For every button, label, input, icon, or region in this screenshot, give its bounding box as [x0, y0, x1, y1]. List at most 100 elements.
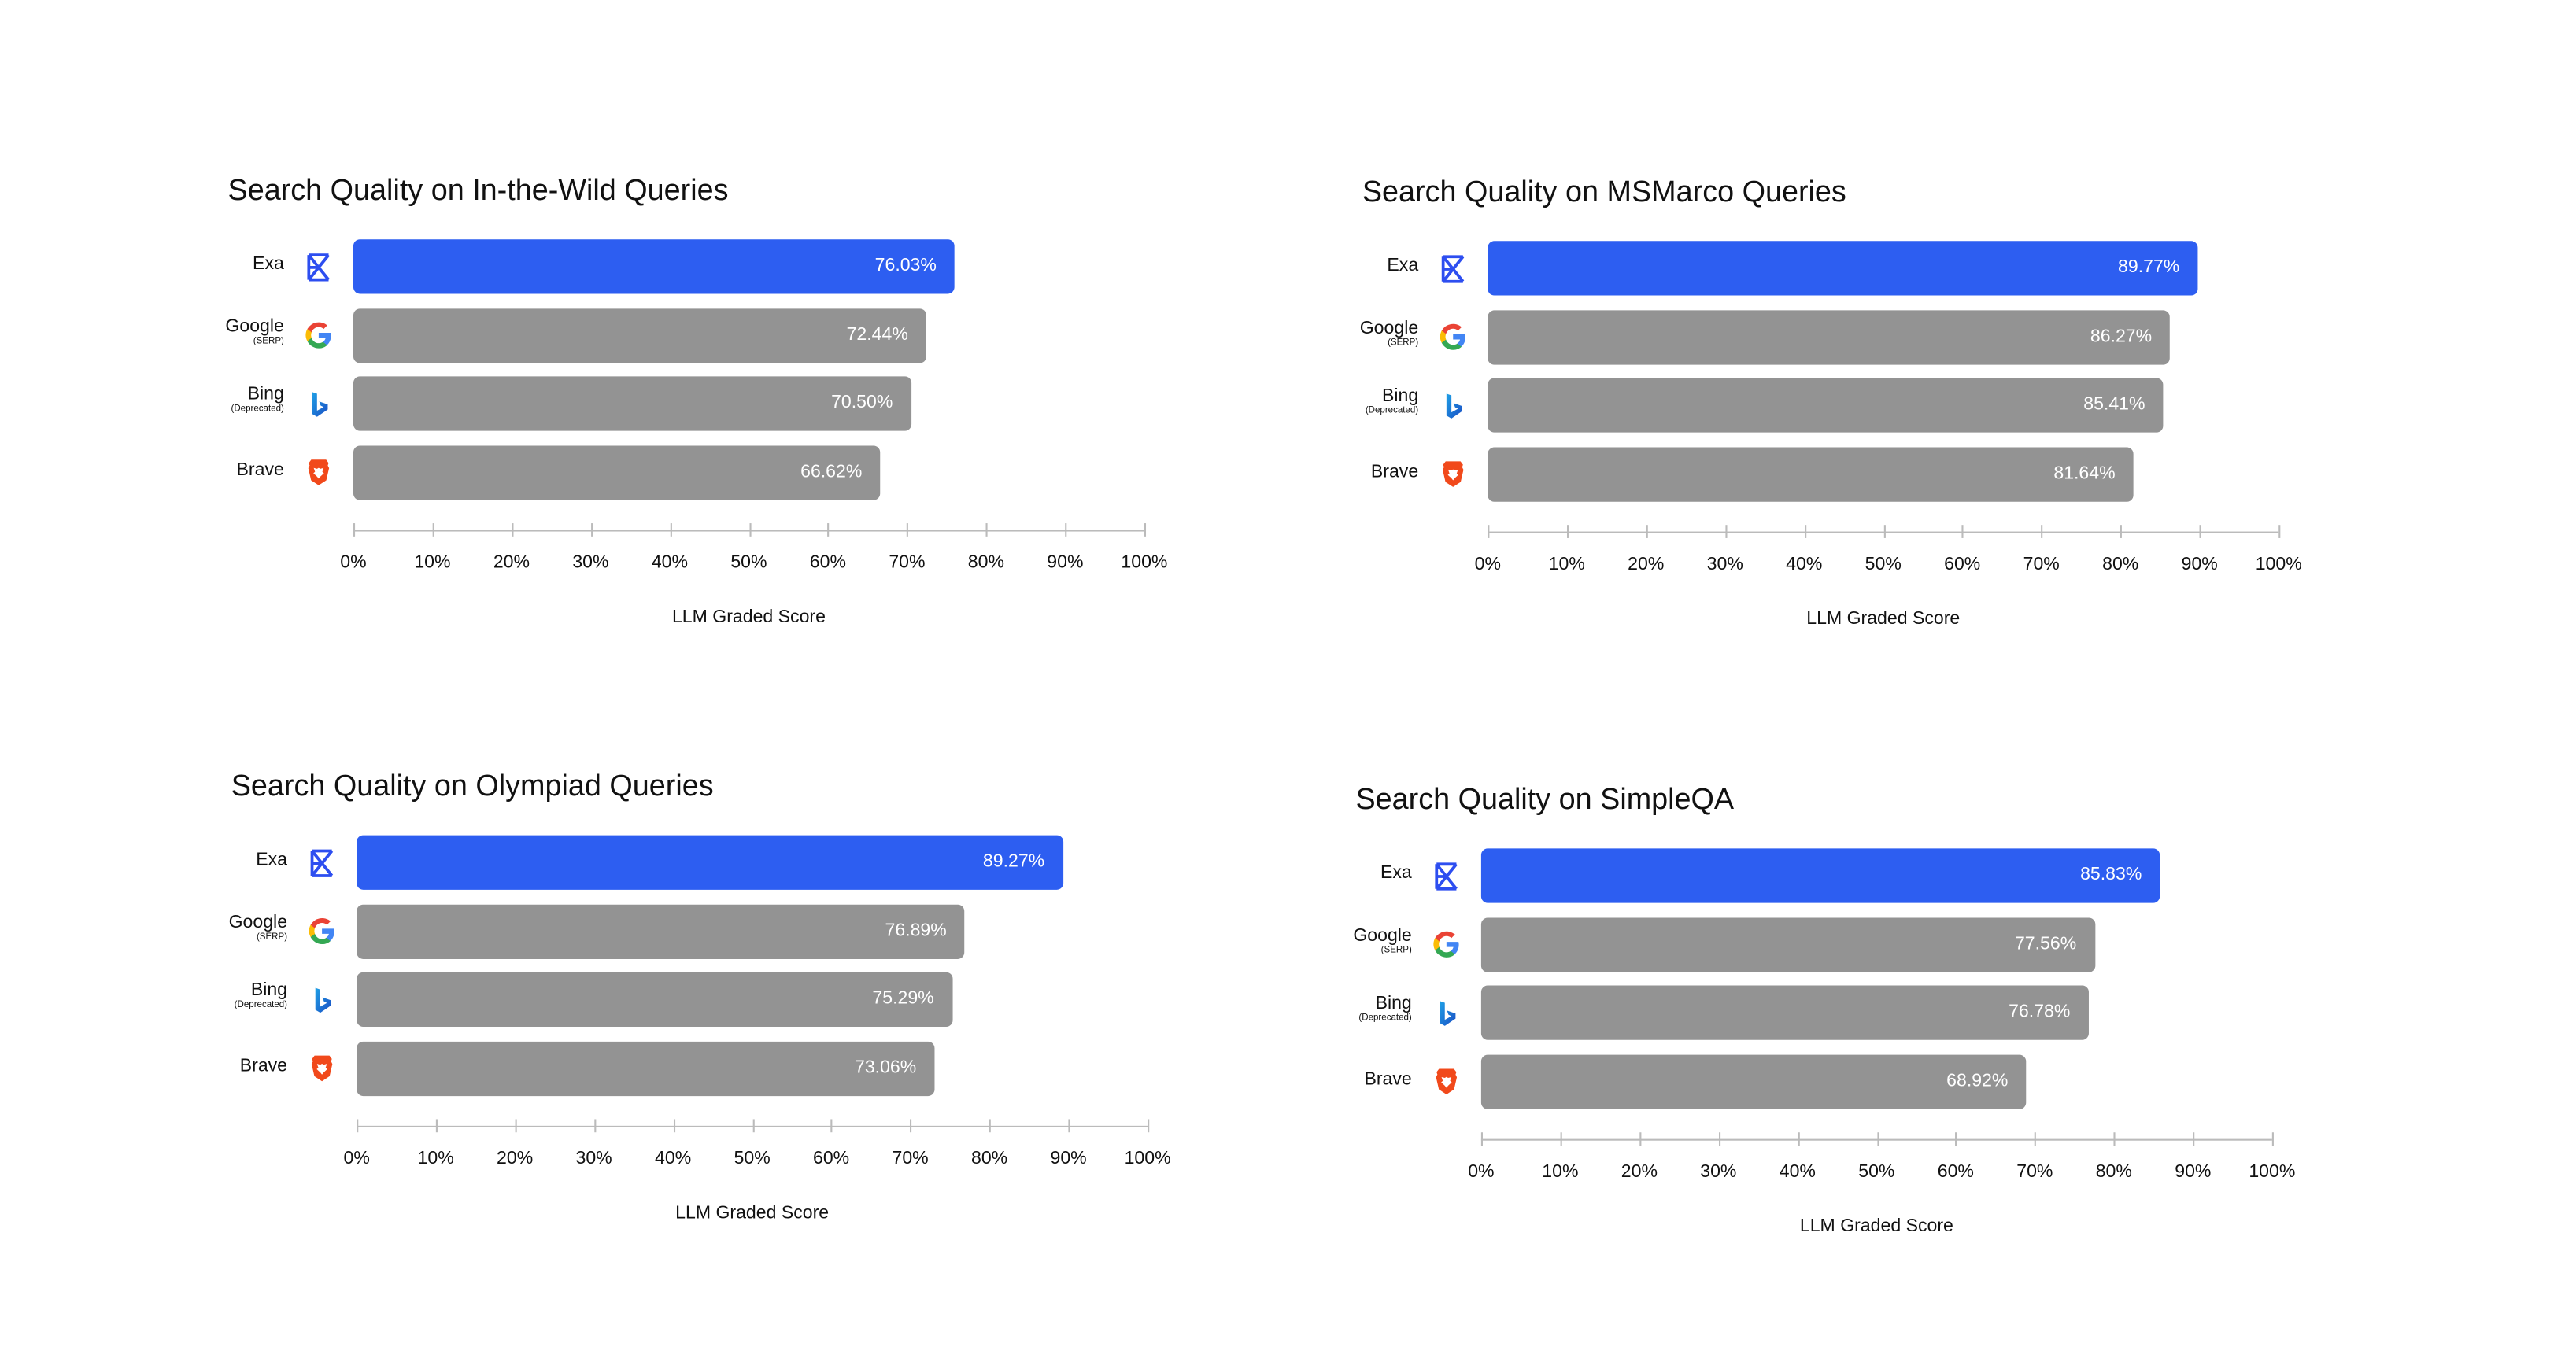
bar-brave: 66.62% [353, 445, 881, 500]
bing-logo-icon [307, 984, 337, 1014]
bar-value-label: 68.92% [1946, 1070, 2009, 1090]
x-tick-label: 30% [575, 1149, 612, 1169]
x-tick-label: 100% [2249, 1161, 2296, 1183]
x-tick-label: 10% [414, 552, 451, 574]
x-tick-label: 80% [2095, 1161, 2132, 1183]
bar-value-label: 66.62% [800, 461, 863, 482]
x-axis-tick [590, 523, 593, 537]
x-tick-label: 80% [967, 552, 1005, 574]
x-axis-tick [669, 523, 672, 537]
x-tick-label: 70% [892, 1149, 929, 1169]
x-tick-label: 0% [1474, 554, 1501, 575]
x-tick-label: 100% [1124, 1149, 1171, 1169]
row-label-brave: Brave [1364, 1070, 1411, 1089]
x-axis-tick [1488, 525, 1490, 538]
x-axis-tick [511, 523, 514, 537]
x-axis-tick [432, 523, 434, 537]
google-logo-icon [1438, 322, 1468, 352]
bar-exa: 85.83% [1480, 848, 2160, 903]
row-label-google: Google (SERP) [1360, 319, 1418, 349]
engine-note: (Deprecated) [234, 1000, 288, 1010]
x-tick-label: 20% [1621, 1161, 1658, 1183]
x-axis-tick [515, 1119, 517, 1133]
x-tick-label: 60% [1937, 1161, 1974, 1183]
x-tick-label: 0% [343, 1149, 370, 1169]
bar-google: 72.44% [353, 308, 926, 363]
x-tick-label: 40% [1779, 1161, 1816, 1183]
engine-note: (SERP) [253, 335, 284, 346]
engine-name: Bing [247, 384, 284, 405]
x-axis-tick [985, 523, 988, 537]
x-tick-label: 100% [2255, 554, 2302, 575]
brave-logo-icon [307, 1054, 337, 1083]
row-label-bing: Bing (Deprecated) [234, 980, 288, 1011]
bar-value-label: 76.03% [874, 256, 937, 276]
x-axis-tick [1876, 1132, 1879, 1146]
google-logo-icon [304, 320, 334, 350]
x-tick-label: 90% [2175, 1161, 2212, 1183]
x-tick-label: 100% [1121, 552, 1168, 574]
x-axis-tick [357, 1119, 359, 1133]
bar-value-label: 89.77% [2118, 257, 2180, 278]
bar-bing: 70.50% [353, 376, 911, 431]
bar-brave: 68.92% [1480, 1054, 2027, 1109]
chart-title: Search Quality on SimpleQA [1355, 782, 1735, 816]
engine-note: (SERP) [256, 932, 288, 942]
x-axis-tick [1804, 525, 1806, 538]
x-tick-label: 30% [1700, 1161, 1737, 1183]
engine-name: Bing [250, 980, 288, 1001]
engine-name: Brave [1370, 461, 1419, 482]
google-logo-icon [1432, 929, 1462, 959]
x-tick-label: 0% [340, 552, 367, 574]
x-axis-tick [353, 523, 356, 537]
engine-name: Google [1353, 924, 1412, 946]
engine-name: Google [228, 912, 288, 932]
x-tick-label: 90% [2181, 554, 2218, 575]
bing-logo-icon [1432, 998, 1462, 1028]
bar-value-label: 77.56% [2014, 933, 2077, 954]
bar-exa: 89.27% [357, 835, 1063, 890]
chart-title: Search Quality on In-the-Wild Queries [227, 173, 729, 207]
x-tick-label: 0% [1468, 1161, 1495, 1183]
bar-bing: 75.29% [357, 972, 952, 1027]
bar-value-label: 76.89% [885, 920, 947, 940]
chart-title: Search Quality on Olympiad Queries [231, 769, 714, 803]
x-axis-tick [1480, 1132, 1484, 1146]
x-axis-line [357, 1125, 1148, 1127]
x-tick-label: 40% [651, 552, 689, 574]
x-axis-tick [2120, 525, 2123, 538]
x-axis-tick [1068, 1119, 1070, 1133]
row-label-exa: Exa [256, 851, 287, 870]
x-tick-label: 10% [1548, 554, 1585, 575]
x-tick-label: 80% [2102, 554, 2139, 575]
bar-google: 77.56% [1480, 917, 2095, 972]
x-axis-tick [907, 523, 909, 537]
x-axis-tick [748, 523, 751, 537]
x-axis-tick [989, 1119, 992, 1133]
x-tick-label: 70% [2023, 554, 2060, 575]
exa-logo-icon [307, 847, 337, 877]
x-axis-tick [1144, 523, 1147, 537]
google-logo-icon [307, 916, 337, 946]
x-axis-tick [1955, 1132, 1957, 1146]
x-tick-label: 30% [1706, 554, 1743, 575]
engine-name: Brave [239, 1055, 288, 1076]
x-axis-tick [1148, 1119, 1150, 1133]
x-tick-label: 90% [1050, 1149, 1087, 1169]
brave-logo-icon [1438, 459, 1468, 489]
engine-name: Exa [1380, 863, 1412, 884]
bar-brave: 81.64% [1488, 446, 2134, 501]
bar-value-label: 81.64% [2053, 463, 2116, 483]
x-axis-tick [2199, 525, 2201, 538]
engine-note: (Deprecated) [1365, 406, 1419, 416]
row-label-google: Google (SERP) [1353, 924, 1412, 956]
x-axis-tick [910, 1119, 912, 1133]
x-axis-tick [1718, 1132, 1720, 1146]
exa-logo-icon [1438, 253, 1468, 283]
x-axis-title: LLM Graded Score [1799, 1216, 1953, 1237]
x-axis-tick [2278, 525, 2281, 538]
x-axis-tick [1724, 525, 1727, 538]
bing-logo-icon [304, 389, 334, 419]
engine-name: Google [1359, 317, 1419, 338]
x-tick-label: 50% [730, 552, 767, 574]
